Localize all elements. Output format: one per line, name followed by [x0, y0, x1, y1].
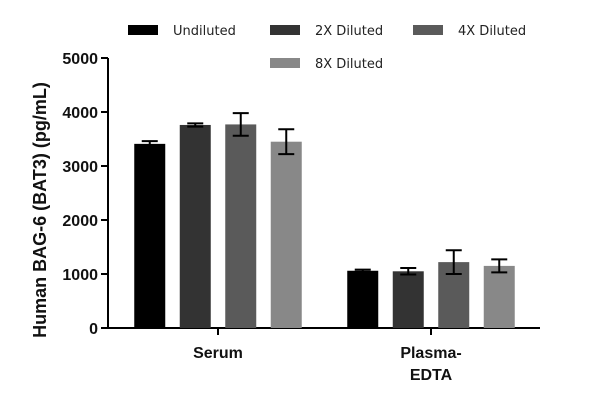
legend-label: 8X Diluted	[315, 57, 383, 72]
y-axis-label: Human BAG-6 (BAT3) (pg/mL)	[30, 82, 50, 338]
y-tick-label: 0	[89, 321, 98, 338]
bar	[483, 265, 515, 328]
bars	[134, 112, 515, 329]
bar	[179, 124, 211, 329]
bar	[134, 143, 166, 328]
bar	[270, 141, 302, 328]
y-tick-label: 3000	[62, 159, 98, 176]
legend-swatch	[128, 25, 158, 35]
x-tick-label-line: Serum	[193, 345, 243, 362]
legend-swatch	[270, 25, 300, 35]
bar	[225, 124, 257, 328]
legend-swatch	[413, 25, 443, 35]
y-tick-label: 4000	[62, 105, 98, 122]
y-tick-label: 2000	[62, 213, 98, 230]
legend-label: Undiluted	[173, 24, 236, 39]
bar	[392, 271, 424, 328]
x-tick-label-line: EDTA	[410, 367, 453, 384]
legend-label: 2X Diluted	[315, 24, 383, 39]
x-tick-label: Plasma- EDTA	[400, 345, 461, 384]
y-axis: 0 1000 2000 3000 4000 5000	[62, 51, 109, 338]
y-tick-label: 1000	[62, 267, 98, 284]
legend-swatch	[270, 58, 300, 68]
legend-label: 4X Diluted	[458, 24, 526, 39]
legend: Undiluted 2X Diluted 4X Diluted 8X Diluted	[128, 24, 526, 72]
x-tick-label: Serum	[193, 345, 243, 362]
y-tick-label: 5000	[62, 51, 98, 68]
bar	[347, 270, 379, 328]
x-axis: Serum Plasma- EDTA	[108, 327, 540, 384]
x-tick-label-line: Plasma-	[400, 345, 461, 362]
